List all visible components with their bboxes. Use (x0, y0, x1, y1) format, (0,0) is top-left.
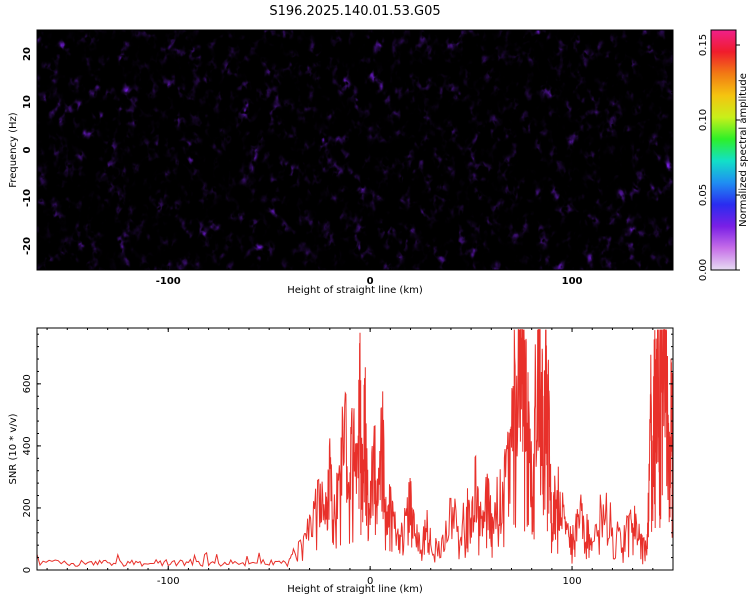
snr-x-tick-label: 100 (563, 576, 582, 587)
heatmap-x-tick-label: -100 (156, 276, 181, 287)
colorbar-tick-label: 0.05 (698, 184, 709, 206)
snr-x-axis-label: Height of straight line (km) (287, 584, 423, 595)
heatmap-field (37, 30, 673, 270)
heatmap-y-tick-label: -20 (22, 237, 33, 255)
heatmap-y-tick-label: 0 (22, 146, 33, 153)
snr-series-line (37, 329, 673, 568)
colorbar-label: Normalized spectral amplitude (738, 73, 749, 227)
heatmap-x-tick-label: 100 (562, 276, 583, 287)
snr-x-tick-label: 0 (367, 576, 373, 587)
snr-plot-area (37, 329, 673, 568)
colorbar-gradient (710, 29, 737, 271)
snr-y-tick-label: 200 (22, 498, 33, 517)
heatmap-y-tick-label: -10 (22, 189, 33, 207)
colorbar-tick-label: 0.15 (698, 34, 709, 56)
snr-y-tick-label: 600 (22, 374, 33, 393)
heatmap-y-tick-label: 10 (22, 95, 33, 109)
snr-y-axis-label: SNR (10 * v/v) (8, 413, 19, 484)
heatmap-y-axis-label: Frequency (Hz) (8, 112, 19, 188)
colorbar: 0.00 0.05 0.10 0.15 Normalized spectral amp… (698, 29, 749, 281)
snr-frame (36, 327, 674, 571)
colorbar-tick-label: 0.10 (698, 109, 709, 131)
snr-y-tick-label: 400 (22, 436, 33, 455)
snr-axes: -100 0 100 0 200 400 600 (22, 328, 674, 587)
heatmap-x-tick-label: 0 (367, 276, 374, 287)
heatmap-x-axis-label: Height of straight line (km) (287, 285, 423, 296)
snr-panel: -100 0 100 0 200 400 600 Height of straight li… (8, 327, 674, 595)
heatmap-layer (37, 30, 673, 270)
heatmap-y-tick-label: 20 (22, 47, 33, 61)
snr-x-tick-label: -100 (157, 576, 180, 587)
colorbar-tick-label: 0.00 (698, 259, 709, 281)
snr-y-tick-label: 0 (22, 567, 33, 573)
chart-title: S196.2025.140.01.53.G05 (269, 4, 440, 19)
colorbar-ticks: 0.00 0.05 0.10 0.15 (698, 34, 740, 281)
